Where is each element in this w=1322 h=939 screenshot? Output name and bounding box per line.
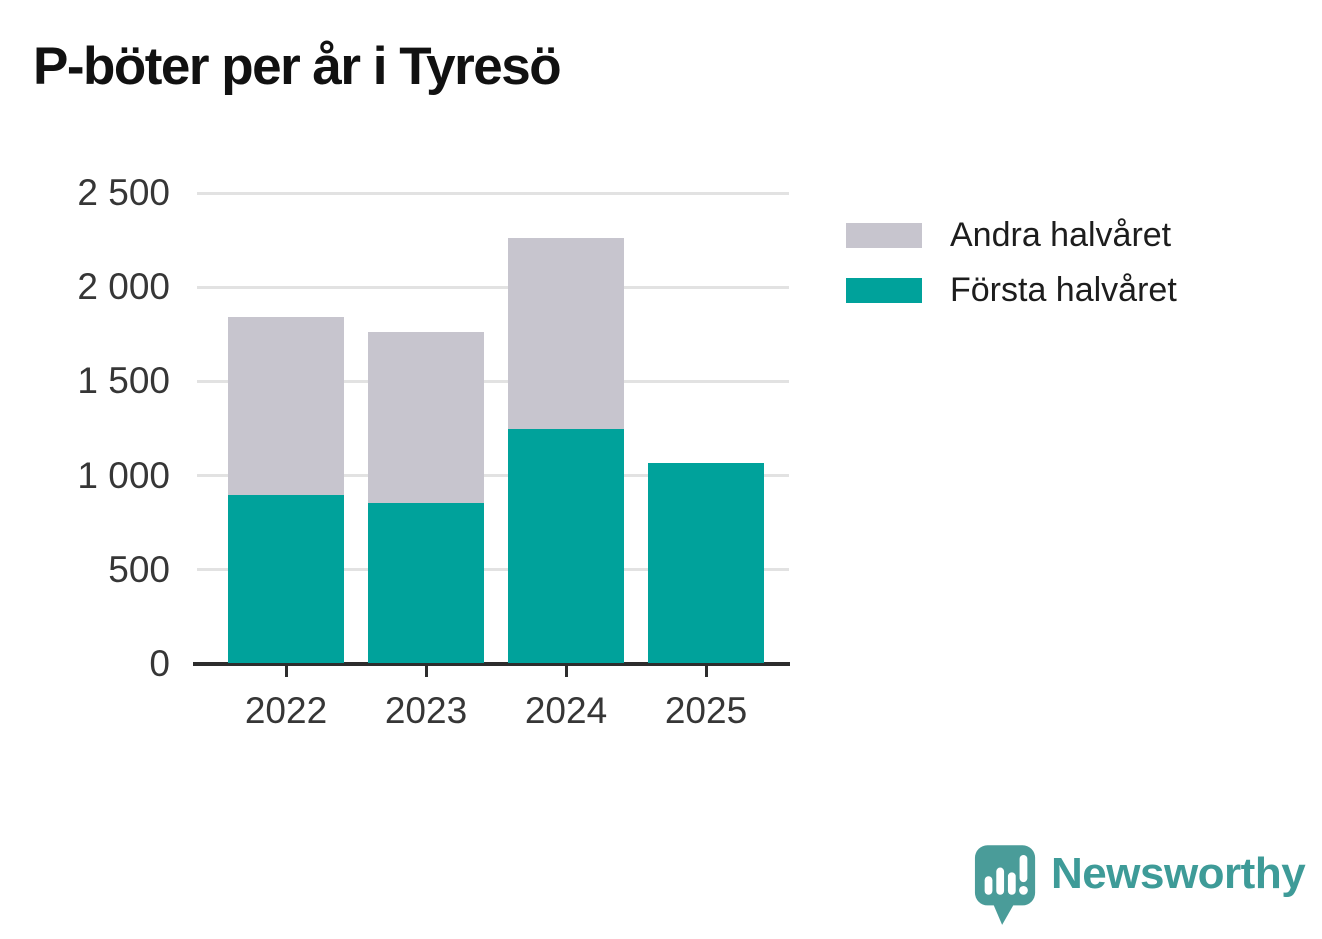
legend-label: Andra halvåret (950, 215, 1172, 254)
x-axis-tick (424, 666, 428, 677)
bar-2022-andra-halvaret (228, 317, 344, 496)
y-axis-tick-label: 1 500 (77, 360, 170, 402)
gridline-1500 (197, 379, 789, 383)
bar-2024-forsta-halvaret (508, 429, 624, 663)
newsworthy-wordmark: Newsworthy (1051, 849, 1306, 898)
y-axis-tick-label: 2 000 (77, 266, 170, 308)
y-axis-tick-label: 2 500 (77, 172, 170, 213)
bar-2022-forsta-halvaret (228, 495, 344, 663)
y-axis-tick-label: 500 (108, 548, 170, 590)
legend: Andra halvåret Första halvåret (846, 215, 1177, 328)
newsworthy-logo-icon (974, 845, 1036, 925)
y-axis-tick-label: 1 000 (77, 454, 170, 496)
x-axis-tick (564, 666, 568, 677)
newsworthy-branding: Newsworthy (973, 843, 1306, 929)
bar-2023-forsta-halvaret (368, 502, 484, 663)
legend-swatch-andra-halvaret-icon (846, 222, 922, 248)
chart-title: P-böter per år i Tyresö (33, 37, 562, 96)
x-axis-tick (704, 666, 708, 677)
gridline-2500 (197, 191, 789, 195)
bar-2024-andra-halvaret (508, 238, 624, 430)
y-axis-tick-label: 0 (149, 643, 170, 684)
x-axis-label-2022: 2022 (244, 690, 328, 731)
x-axis-label-2025: 2025 (664, 690, 748, 731)
legend-item-forsta-halvaret: Första halvåret (846, 270, 1177, 309)
gridline-500 (197, 568, 789, 572)
legend-swatch-forsta-halvaret-icon (846, 277, 922, 303)
legend-label: Första halvåret (950, 270, 1177, 309)
legend-item-andra-halvaret: Andra halvåret (846, 215, 1177, 254)
x-axis-line (193, 662, 790, 666)
bar-2025-forsta-halvaret (648, 463, 764, 663)
x-axis-label-2023: 2023 (384, 690, 468, 731)
x-axis-label-2024: 2024 (524, 690, 608, 731)
gridline-2000 (197, 285, 789, 289)
x-axis-tick (284, 666, 288, 677)
bar-2023-andra-halvaret (368, 332, 484, 503)
gridline-1000 (197, 474, 789, 478)
